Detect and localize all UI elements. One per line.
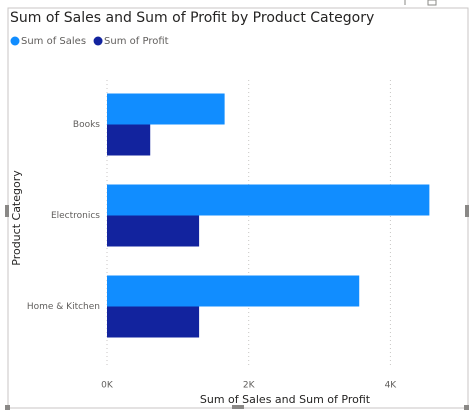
legend-marker: [10, 36, 20, 46]
legend-label: Sum of Profit: [104, 36, 169, 47]
bar: [107, 306, 200, 338]
resize-handle[interactable]: [464, 405, 469, 410]
legend: Sum of Sales Sum of Profit: [10, 36, 169, 47]
legend-marker: [93, 36, 103, 46]
y-axis-title: Product Category: [10, 170, 23, 266]
resize-handle[interactable]: [465, 205, 469, 217]
bar: [107, 275, 360, 307]
legend-label: Sum of Sales: [21, 36, 86, 47]
x-tick-label: 4K: [385, 381, 398, 391]
y-tick-label: Home & Kitchen: [27, 302, 100, 312]
y-tick-label: Electronics: [51, 211, 100, 221]
bar: [107, 124, 151, 156]
resize-handle[interactable]: [232, 405, 244, 409]
resize-handle[interactable]: [5, 405, 10, 410]
chart-title: Sum of Sales and Sum of Profit by Produc…: [10, 10, 374, 26]
resize-handle[interactable]: [5, 205, 9, 217]
x-tick-label: 2K: [243, 381, 256, 391]
header-icon[interactable]: [427, 0, 437, 6]
bar: [107, 215, 200, 247]
bar: [107, 184, 430, 216]
y-tick-label: Books: [73, 120, 100, 130]
x-axis-title: Sum of Sales and Sum of Profit: [200, 393, 371, 406]
bar: [107, 93, 225, 125]
x-tick-label: 0K: [101, 381, 114, 391]
